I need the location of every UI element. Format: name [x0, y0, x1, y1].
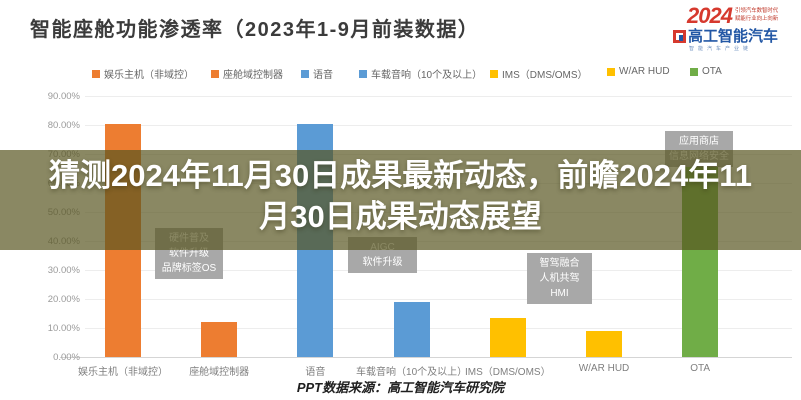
legend-label: W/AR HUD — [619, 66, 670, 77]
legend-item: 座舱域控制器 — [211, 66, 283, 81]
legend-item: IMS（DMS/OMS） — [490, 66, 588, 81]
legend-item: 车载音响（10个及以上） — [359, 66, 482, 81]
legend-label: 语音 — [313, 70, 333, 81]
gridline — [85, 328, 792, 329]
chart-bar — [489, 317, 526, 357]
x-axis-label: 座舱域控制器 — [189, 367, 250, 378]
x-axis-label: 娱乐主机（非域控） — [78, 367, 168, 378]
logo-slogan-line2: 赋能行业向上向新 — [734, 16, 779, 22]
legend-swatch-icon — [607, 67, 615, 76]
y-axis-tick: 0.00% — [53, 352, 80, 363]
legend-item: OTA — [690, 66, 722, 77]
watermark-line-1: 猜测2024年11月30日成果最新动态，前瞻2024年11 — [49, 158, 752, 193]
legend-label: 座舱域控制器 — [223, 70, 283, 81]
watermark-text: 猜测2024年11月30日成果最新动态，前瞻2024年11 月30日成果动态展望 — [0, 155, 801, 237]
logo-slogan-line1: 引领汽车数智时代 — [734, 8, 779, 14]
legend-swatch-icon — [92, 69, 100, 78]
legend-item: W/AR HUD — [607, 66, 670, 77]
gridline — [85, 270, 792, 271]
gridline — [85, 96, 792, 97]
x-axis-label: OTA — [690, 363, 711, 374]
legend-label: OTA — [702, 66, 722, 77]
chart-title: 智能座舱功能渗透率（2023年1-9月前装数据） — [30, 19, 480, 41]
y-axis-tick: 20.00% — [47, 294, 80, 305]
legend-swatch-icon — [490, 69, 498, 78]
logo-brand-name: 高工智能汽车 — [688, 28, 779, 45]
chart-bar — [393, 301, 430, 357]
watermark-band — [0, 150, 801, 250]
y-axis-tick: 10.00% — [47, 323, 80, 334]
legend-label: 娱乐主机（非域控） — [104, 70, 194, 81]
annotation-line: 软件升级 — [362, 257, 403, 268]
annotation-line: 人机共驾 — [539, 273, 580, 284]
chart-bar — [586, 330, 622, 357]
legend-label: 车载音响（10个及以上） — [371, 70, 483, 81]
y-axis-tick: 90.00% — [47, 91, 80, 102]
x-axis-line — [60, 357, 792, 358]
legend-item: 语音 — [301, 66, 333, 81]
logo-top-row: 2024 引领汽车数智时代 赋能行业向上向新 — [687, 5, 795, 27]
x-axis-label: W/AR HUD — [578, 363, 630, 374]
legend-swatch-icon — [301, 69, 309, 78]
source-caption: PPT数据来源：高工智能汽车研究院 — [296, 380, 505, 395]
watermark-line-2: 月30日成果动态展望 — [259, 199, 542, 234]
annotation-line: HMI — [550, 288, 569, 299]
legend-label: IMS（DMS/OMS） — [502, 70, 588, 81]
ggai-logo-icon — [673, 30, 686, 43]
annotation-line: 智驾融合 — [539, 258, 580, 269]
annotation-line: 品牌标签OS — [161, 263, 217, 274]
logo-year-text: 2024 — [687, 3, 733, 28]
brand-logo: 2024 引领汽车数智时代 赋能行业向上向新 高工智能汽车 智能汽车产业链 — [673, 5, 795, 52]
legend-item: 娱乐主机（非域控） — [92, 66, 194, 81]
x-axis-label: IMS（DMS/OMS） — [465, 367, 551, 378]
logo-slogans: 引领汽车数智时代 赋能行业向上向新 — [735, 8, 783, 22]
legend-swatch-icon — [690, 67, 698, 76]
legend-swatch-icon — [211, 69, 219, 78]
chart-bar — [201, 321, 238, 357]
gridline — [85, 299, 792, 300]
y-axis-tick: 80.00% — [47, 120, 80, 131]
legend-swatch-icon — [359, 69, 367, 78]
x-axis-label: 语音 — [305, 367, 326, 378]
logo-brand-row: 高工智能汽车 — [673, 29, 795, 44]
gridline — [85, 125, 792, 126]
annotation-line: 应用商店 — [679, 136, 719, 147]
x-axis-label: 车载音响（10个及以上） — [356, 367, 468, 378]
annotation-box: 智驾融合人机共驾 HMI — [527, 253, 592, 304]
y-axis-tick: 30.00% — [47, 265, 80, 276]
logo-tagline: 智能汽车产业链 — [689, 46, 753, 52]
annotation-line: 软件升级 — [169, 248, 209, 259]
